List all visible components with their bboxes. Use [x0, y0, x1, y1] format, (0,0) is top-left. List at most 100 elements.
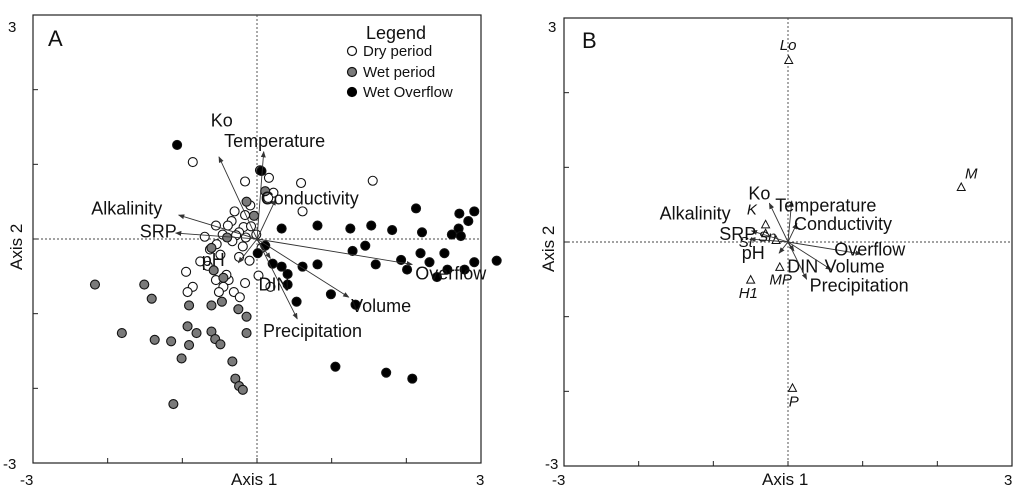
vector-label: Ko	[748, 183, 770, 203]
vector-label: Ko	[211, 110, 233, 130]
point-wet-overflow	[325, 289, 336, 300]
species-marker	[745, 274, 756, 284]
point-wet-overflow	[402, 264, 413, 275]
point-wet-period	[227, 356, 238, 367]
point-wet-period	[184, 300, 195, 311]
panel-a-ytick-bottom: -3	[3, 456, 16, 473]
vector-label: DIN	[258, 275, 289, 295]
point-wet-overflow	[455, 230, 466, 242]
point-wet-period	[233, 304, 244, 315]
vector-arrow	[787, 241, 832, 271]
point-dry-period	[215, 249, 226, 260]
point-wet-period	[241, 196, 252, 207]
vector-label: Conductivity	[261, 189, 359, 209]
point-wet-overflow	[469, 206, 480, 217]
point-wet-overflow	[345, 223, 356, 234]
point-wet-period	[149, 334, 160, 345]
point-wet-period	[248, 210, 260, 221]
point-wet-overflow	[282, 269, 293, 280]
vector-label: Conductivity	[794, 214, 892, 234]
point-wet-overflow	[291, 296, 302, 307]
vector-arrow	[174, 230, 258, 240]
point-wet-overflow	[431, 272, 442, 283]
point-wet-overflow	[387, 224, 398, 236]
point-dry-period	[181, 266, 192, 277]
vector-label: Overflow	[834, 239, 906, 259]
vector-label: Alkalinity	[660, 204, 731, 224]
point-wet-period	[89, 279, 101, 290]
point-dry-period	[296, 177, 307, 189]
point-wet-period	[237, 384, 248, 395]
legend: Legend Dry period Wet period Wet Overflo…	[346, 23, 453, 101]
panel-b-letter: B	[582, 28, 597, 53]
panel-a: A 3 -3 -3 3 Axis 1 Axis 2 Legend Dry per…	[3, 14, 484, 489]
vector-arrow	[749, 236, 789, 243]
point-wet-overflow	[415, 248, 426, 259]
point-wet-overflow	[424, 257, 435, 268]
point-wet-overflow	[410, 203, 422, 214]
vector-arrow	[787, 222, 798, 243]
point-wet-period	[241, 328, 252, 339]
vector-label: Volume	[825, 257, 885, 277]
legend-title: Legend	[366, 23, 426, 43]
point-dry-period	[234, 251, 245, 262]
point-wet-period	[222, 232, 233, 243]
point-wet-overflow	[454, 208, 465, 219]
point-wet-period	[146, 293, 157, 304]
species-marker	[783, 54, 794, 65]
point-wet-overflow	[491, 255, 502, 266]
vector-label: Volume	[351, 296, 411, 316]
species-label: K	[747, 201, 758, 218]
point-wet-overflow	[172, 139, 183, 150]
vector-label: Temperature	[224, 131, 325, 151]
panel-a-ytick-top: 3	[8, 19, 16, 36]
point-wet-period	[166, 336, 177, 347]
point-wet-overflow	[312, 220, 323, 231]
point-wet-period	[191, 328, 202, 339]
point-wet-period	[182, 321, 193, 332]
point-wet-overflow	[276, 261, 287, 272]
point-wet-overflow	[276, 223, 287, 234]
panel-b: B 3 -3 -3 3 Axis 1 Axis 2	[539, 17, 1013, 489]
species-marker	[760, 219, 771, 229]
panel-a-letter: A	[48, 26, 63, 51]
panel-a-xtick-left: -3	[20, 472, 33, 489]
point-dry-period	[229, 206, 240, 217]
vector-label: pH	[742, 243, 765, 263]
point-wet-period	[206, 300, 217, 311]
panel-b-xtick-right: 3	[1004, 472, 1012, 489]
vector-arrow	[177, 214, 258, 240]
vector-arrow	[787, 200, 794, 243]
chart-marks: KoTemperatureConductivityAlkalinitySRPpH…	[32, 14, 1013, 467]
vector-arrow	[256, 238, 271, 259]
species-label: P	[789, 393, 799, 410]
point-wet-overflow	[442, 264, 453, 275]
point-wet-period	[216, 296, 227, 307]
point-wet-period	[184, 339, 195, 351]
point-dry-period	[187, 157, 198, 168]
panel-b-ytick-top: 3	[548, 19, 556, 36]
point-wet-period	[241, 311, 252, 322]
point-wet-period	[116, 328, 127, 339]
vector-arrow	[218, 156, 258, 240]
vector-label: Alkalinity	[91, 198, 162, 218]
point-wet-period	[218, 272, 229, 283]
legend-marker-overflow	[346, 86, 358, 98]
vector-arrow	[256, 198, 277, 240]
point-wet-period	[176, 353, 187, 364]
point-wet-overflow	[282, 279, 293, 290]
species-marker	[774, 261, 785, 271]
point-wet-overflow	[312, 259, 323, 270]
point-dry-period	[297, 206, 308, 217]
vector-arrow	[750, 230, 789, 243]
point-dry-period	[213, 286, 224, 298]
point-wet-overflow	[459, 264, 470, 275]
point-dry-period	[253, 270, 264, 281]
point-dry-period	[265, 281, 276, 292]
vector-arrow	[787, 241, 808, 280]
point-wet-overflow	[360, 240, 371, 251]
point-dry-period	[367, 175, 378, 186]
point-wet-overflow	[381, 367, 392, 378]
legend-item-overflow: Wet Overflow	[363, 84, 453, 101]
